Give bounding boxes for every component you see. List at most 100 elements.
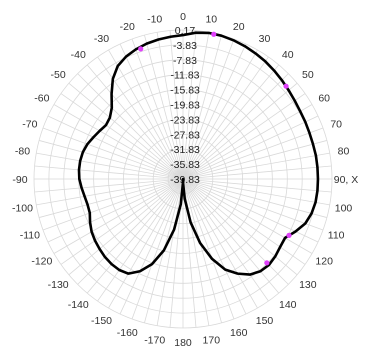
grid-spoke-49: [47, 178, 184, 243]
grid-spoke-38: [156, 178, 184, 326]
grid-spoke-8: [182, 64, 280, 180]
grid-spoke-65: [97, 56, 184, 180]
grid-spoke-67: [119, 43, 184, 180]
grid-spoke-63: [77, 73, 184, 180]
angle-tick-label: 20: [233, 21, 245, 33]
angle-tick-label: -80: [15, 146, 30, 158]
angle-tick-label: 110: [328, 230, 345, 242]
grid-spoke-31: [182, 178, 247, 315]
grid-spoke-58: [42, 127, 184, 180]
radial-tick-label: -3.83: [173, 40, 197, 52]
angle-tick-label: 100: [335, 202, 353, 214]
grid-spoke-68: [131, 38, 184, 180]
angle-tick-label: -60: [34, 93, 49, 105]
pattern-marker-1: [211, 31, 217, 37]
grid-spoke-24: [182, 178, 313, 254]
radial-tick-label: -31.83: [170, 144, 200, 156]
grid-spoke-21: [182, 178, 328, 218]
polar-grid: [33, 29, 333, 329]
grid-spoke-3: [182, 34, 222, 180]
angle-tick-label: 30: [259, 33, 271, 45]
grid-spoke-62: [68, 82, 184, 180]
grid-spoke-5: [182, 43, 247, 180]
grid-spoke-59: [47, 115, 184, 180]
grid-spoke-10: [182, 82, 298, 180]
grid-spoke-9: [182, 73, 289, 180]
grid-spoke-22: [182, 178, 324, 231]
grid-spoke-57: [38, 140, 184, 180]
angle-tick-label: 50: [302, 69, 314, 81]
grid-spoke-7: [182, 56, 269, 180]
angle-tick-label: 90, X: [334, 174, 359, 186]
pattern-marker-0: [138, 46, 144, 52]
grid-spoke-26: [182, 178, 298, 276]
angle-tick-label: -170: [144, 335, 165, 347]
grid-spoke-2: [182, 32, 210, 180]
grid-spoke-41: [119, 178, 184, 315]
grid-spoke-51: [38, 178, 184, 218]
pattern-series: [77, 31, 320, 276]
angle-tick-label: 180: [174, 337, 192, 349]
grid-spoke-61: [60, 93, 184, 180]
angle-tick-label: 70: [330, 118, 342, 130]
grid-spoke-20: [182, 178, 330, 206]
angle-tick-label: -130: [48, 279, 69, 291]
grid-spoke-6: [182, 49, 258, 180]
grid-spoke-28: [182, 178, 280, 294]
grid-spoke-14: [182, 127, 324, 180]
grid-spoke-71: [169, 30, 184, 180]
grid-spoke-11: [182, 93, 306, 180]
radial-tick-label: -7.83: [173, 55, 197, 67]
grid-spoke-44: [86, 178, 184, 294]
radial-tick-label: -19.83: [170, 100, 200, 112]
pattern-markers: [138, 31, 292, 266]
grid-spoke-17: [182, 165, 332, 180]
angle-tick-label: -140: [68, 299, 89, 311]
angle-tick-label: -70: [22, 118, 37, 130]
grid-spoke-15: [182, 140, 328, 180]
grid-spoke-48: [53, 178, 184, 254]
grid-spoke-53: [34, 178, 184, 193]
grid-spoke-43: [97, 178, 184, 302]
angle-tick-label: 80: [338, 146, 350, 158]
angle-tick-label: -30: [94, 33, 109, 45]
grid-spoke-27: [182, 178, 289, 285]
grid-spoke-66: [108, 49, 184, 180]
grid-spoke-40: [131, 178, 184, 320]
grid-spoke-25: [182, 178, 306, 265]
angle-tick-label: -100: [12, 202, 33, 214]
angle-tick-label: 40: [282, 49, 294, 61]
angle-tick-label: 120: [315, 256, 333, 268]
grid-spoke-47: [60, 178, 184, 265]
grid-spoke-30: [182, 178, 258, 309]
grid-spoke-1: [182, 30, 197, 180]
pattern-line: [77, 31, 320, 276]
radial-tick-label: -39.83: [170, 174, 200, 186]
grid-spoke-16: [182, 152, 330, 180]
grid-spoke-19: [182, 178, 332, 193]
radial-tick-labels: 0.17-3.83-7.83-11.83-15.83-19.83-23.83-2…: [170, 25, 200, 186]
angle-tick-label: -160: [117, 327, 138, 339]
grid-spoke-29: [182, 178, 269, 302]
grid-spoke-42: [108, 178, 184, 309]
radial-tick-label: -23.83: [170, 114, 200, 126]
angle-tick-label: -40: [71, 49, 86, 61]
grid-spoke-33: [182, 178, 222, 324]
angle-tick-label: 160: [230, 327, 248, 339]
radial-tick-label: -11.83: [171, 70, 200, 82]
grid-spoke-64: [86, 64, 184, 180]
grid-spoke-32: [182, 178, 235, 320]
grid-spoke-4: [182, 38, 235, 180]
grid-spoke-52: [36, 178, 184, 206]
angle-tick-label: 0: [180, 11, 186, 23]
angle-tick-label: -20: [120, 21, 135, 33]
angle-tick-label: -110: [20, 230, 40, 242]
pattern-marker-2: [283, 83, 289, 89]
grid-spoke-50: [42, 178, 184, 231]
grid-spoke-45: [77, 178, 184, 285]
angle-tick-label: -10: [147, 13, 162, 25]
grid-spoke-69: [144, 34, 184, 180]
grid-spoke-55: [34, 165, 184, 180]
